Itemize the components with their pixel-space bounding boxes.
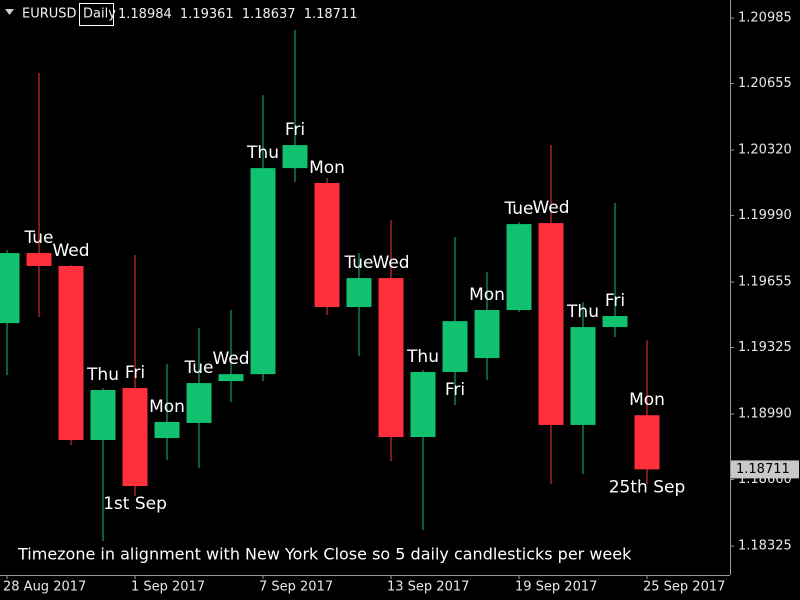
- low-value: 1.18637: [242, 7, 296, 22]
- candle-label: Wed: [212, 349, 249, 369]
- candle-label: Wed: [52, 241, 89, 261]
- y-tick-label: 1.18990: [738, 407, 792, 422]
- timeframe: Daily: [83, 7, 116, 22]
- candle-body: [634, 415, 660, 470]
- candle-label: Thu: [406, 347, 439, 367]
- candle-label: Mon: [469, 285, 505, 305]
- candle-label: Thu: [246, 143, 279, 163]
- candle-label: Mon: [149, 397, 185, 417]
- candle-body: [0, 253, 20, 324]
- candle-label: 25th Sep: [609, 477, 686, 497]
- candle-body: [442, 321, 468, 372]
- candle-label: Fri: [285, 120, 305, 140]
- close-value: 1.18711: [304, 7, 358, 22]
- open-value: 1.18984: [118, 7, 172, 22]
- timeframe-box: [79, 3, 114, 26]
- candle-label: Fri: [445, 380, 465, 400]
- candle-label: Tue: [343, 253, 373, 273]
- candle-body: [538, 223, 564, 425]
- high-value: 1.19361: [180, 7, 234, 22]
- candle-body: [506, 224, 532, 311]
- x-tick-label: 1 Sep 2017: [131, 580, 205, 595]
- candle-body: [122, 388, 148, 487]
- candle-body: [410, 371, 436, 438]
- y-tick-label: 1.20655: [738, 76, 792, 91]
- header: EURUSD Daily 1.18984 1.19361 1.18637 1.1…: [5, 3, 357, 26]
- candle-body: [474, 310, 500, 359]
- candle-label: Thu: [566, 302, 599, 322]
- candle-label: Wed: [372, 253, 409, 273]
- x-tick-label: 28 Aug 2017: [3, 580, 86, 595]
- candle-body: [90, 390, 116, 441]
- current-price-label: 1.18711: [736, 462, 790, 477]
- candle-body: [378, 278, 404, 438]
- current-price-box: [731, 460, 799, 479]
- candle-body: [218, 374, 244, 382]
- candle-body: [602, 315, 628, 328]
- y-tick-label: 1.19655: [738, 275, 792, 290]
- annotation: Timezone in alignment with New York Clos…: [17, 545, 632, 564]
- candle-body: [154, 421, 180, 439]
- candle-label: Tue: [503, 199, 533, 219]
- candle-body: [314, 182, 340, 308]
- x-tick-label: 13 Sep 2017: [387, 580, 469, 595]
- candle-body: [570, 327, 596, 425]
- candle-label: Mon: [629, 390, 665, 410]
- y-tick-label: 1.19325: [738, 340, 792, 355]
- y-tick-label: 1.18325: [738, 539, 792, 554]
- candle-body: [282, 145, 308, 169]
- candle-label: Mon: [309, 158, 345, 178]
- candle-label: Tue: [183, 358, 213, 378]
- candle-body: [26, 253, 52, 266]
- candle-label: 1st Sep: [103, 494, 167, 514]
- candle-label: Fri: [125, 363, 145, 383]
- x-tick-label: 19 Sep 2017: [515, 580, 597, 595]
- ohlc-values: 1.18984 1.19361 1.18637 1.18711: [118, 7, 357, 22]
- y-tick-label: 1.20320: [738, 143, 792, 158]
- annotation-box: [12, 541, 680, 568]
- candle-label: Thu: [86, 365, 119, 385]
- x-tick-label: 7 Sep 2017: [259, 580, 333, 595]
- y-tick-label: 1.20985: [738, 11, 792, 26]
- candle-body: [250, 168, 276, 375]
- candle-label: Fri: [605, 291, 625, 311]
- dropdown-icon[interactable]: [5, 9, 14, 15]
- candle-body: [58, 265, 84, 441]
- candle-label: Wed: [532, 198, 569, 218]
- candle-body: [346, 278, 372, 308]
- x-tick-label: 25 Sep 2017: [643, 580, 725, 595]
- symbol: EURUSD: [22, 7, 77, 22]
- candle-label: Tue: [23, 228, 53, 248]
- candle-body: [186, 383, 212, 423]
- y-tick-label: 1.19990: [738, 208, 792, 223]
